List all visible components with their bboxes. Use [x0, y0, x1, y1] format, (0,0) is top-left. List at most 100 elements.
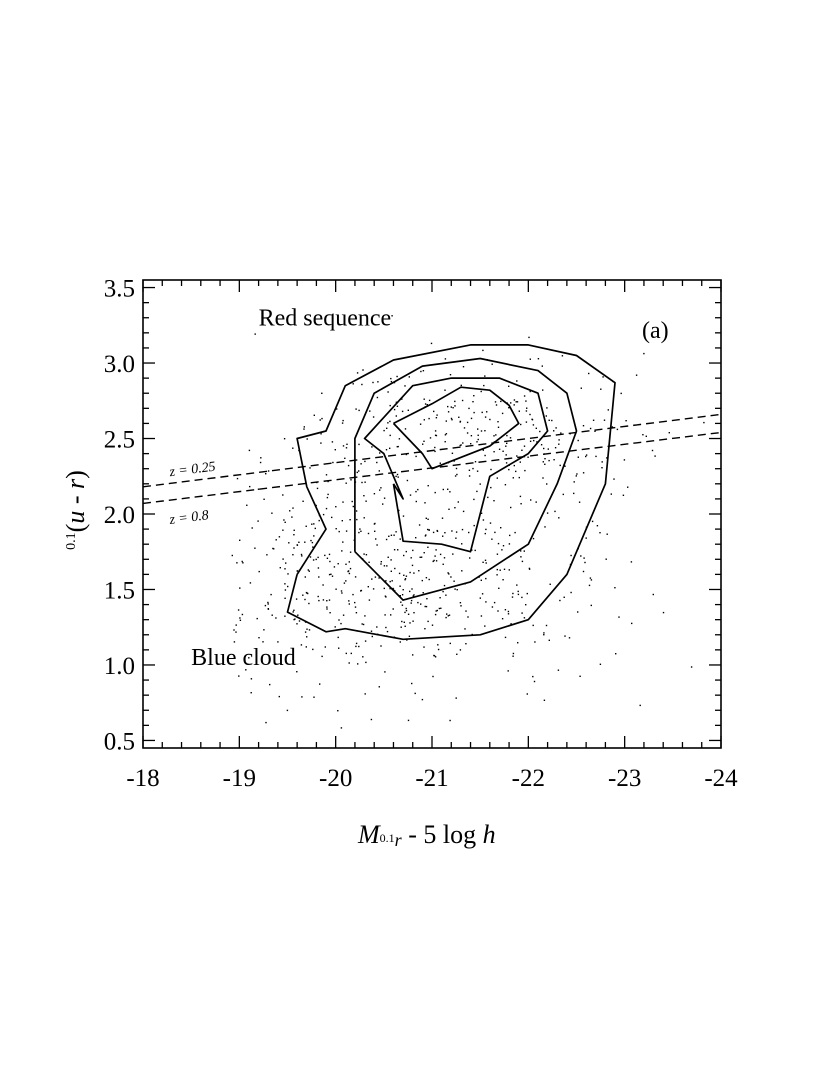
- scatter-point: [355, 408, 357, 410]
- scatter-point: [541, 365, 543, 367]
- scatter-point: [473, 524, 475, 527]
- scatter-point: [365, 661, 367, 664]
- scatter-point: [340, 727, 343, 729]
- scatter-point: [380, 561, 382, 563]
- scatter-point: [443, 557, 446, 559]
- scatter-point: [427, 528, 429, 531]
- scatter-point: [313, 523, 315, 525]
- scatter-point: [331, 441, 334, 443]
- scatter-point: [450, 406, 452, 408]
- scatter-point: [296, 544, 299, 546]
- scatter-point: [480, 430, 483, 432]
- scatter-point: [456, 473, 458, 476]
- annotation: Red sequence: [259, 305, 392, 331]
- scatter-point: [306, 636, 308, 638]
- scatter-point: [588, 372, 590, 375]
- scatter-point: [484, 454, 486, 457]
- scatter-point: [358, 645, 360, 648]
- scatter-point: [464, 628, 466, 630]
- scatter-point: [450, 417, 453, 420]
- scatter-point: [424, 502, 426, 504]
- scatter-point: [358, 409, 360, 412]
- scatter-point: [449, 719, 451, 722]
- scatter-point: [349, 519, 351, 521]
- scatter-point: [480, 579, 482, 581]
- scatter-point: [471, 549, 473, 551]
- scatter-point: [532, 424, 535, 426]
- scatter-point: [513, 399, 516, 401]
- scatter-point: [371, 635, 373, 638]
- scatter-point: [289, 510, 291, 512]
- scatter-point: [341, 592, 343, 594]
- scatter-point: [437, 644, 439, 646]
- scatter-point: [341, 520, 343, 522]
- scatter-point: [523, 617, 526, 619]
- scatter-point: [483, 384, 485, 387]
- scatter-point: [544, 458, 546, 460]
- scatter-point: [496, 574, 498, 576]
- scatter-point: [479, 597, 481, 599]
- scatter-point: [458, 416, 460, 418]
- scatter-point: [406, 639, 408, 641]
- scatter-point: [354, 601, 356, 604]
- scatter-point: [486, 411, 488, 413]
- scatter-point: [397, 445, 399, 448]
- scatter-point: [557, 669, 560, 671]
- scatter-point: [405, 575, 408, 577]
- scatter-point: [515, 470, 517, 473]
- scatter-point: [257, 520, 259, 522]
- dashed-line: [142, 431, 722, 505]
- scatter-point: [485, 562, 487, 564]
- scatter-point: [668, 432, 670, 434]
- scatter-point: [498, 448, 501, 450]
- scatter-point: [307, 592, 309, 595]
- scatter-point: [284, 583, 286, 585]
- scatter-point: [530, 499, 532, 501]
- scatter-point: [301, 555, 303, 557]
- scatter-point: [376, 396, 379, 399]
- y-axis-label-r: r: [61, 478, 90, 489]
- scatter-point: [509, 534, 511, 537]
- scatter-point: [324, 554, 326, 557]
- scatter-point: [250, 678, 253, 680]
- scatter-point: [476, 470, 479, 472]
- scatter-point: [435, 610, 437, 612]
- x-axis-label-h: h: [483, 820, 496, 849]
- scatter-point: [480, 390, 482, 393]
- scatter-point: [263, 629, 265, 631]
- scatter-point: [455, 697, 457, 699]
- scatter-point: [404, 428, 407, 430]
- scatter-point: [510, 402, 512, 404]
- scatter-point: [329, 612, 331, 614]
- scatter-point: [430, 342, 433, 345]
- scatter-point: [548, 459, 550, 462]
- scatter-point: [358, 531, 360, 534]
- scatter-point: [322, 599, 325, 601]
- scatter-point: [298, 620, 301, 622]
- scatter-point: [320, 433, 322, 435]
- scatter-point: [493, 601, 496, 604]
- scatter-point: [407, 719, 410, 722]
- scatter-point: [345, 482, 347, 484]
- scatter-point: [585, 455, 587, 458]
- scatter-point: [273, 548, 275, 550]
- scatter-point: [334, 449, 336, 451]
- scatter-point: [308, 570, 310, 572]
- scatter-point: [558, 443, 560, 445]
- scatter-point: [518, 476, 520, 479]
- scatter-point: [509, 437, 512, 439]
- scatter-point: [355, 645, 357, 648]
- scatter-point: [326, 608, 328, 610]
- scatter-point: [623, 459, 626, 461]
- scatter-point: [345, 563, 347, 565]
- scatter-point: [342, 445, 345, 447]
- scatter-point: [311, 523, 313, 525]
- x-axis-label-M: M: [357, 820, 381, 849]
- scatter-point: [529, 440, 532, 442]
- scatter-point: [251, 527, 253, 529]
- scatter-point: [254, 333, 256, 335]
- scatter-point: [284, 521, 286, 523]
- scatter-point: [379, 489, 381, 491]
- scatter-point: [494, 401, 497, 403]
